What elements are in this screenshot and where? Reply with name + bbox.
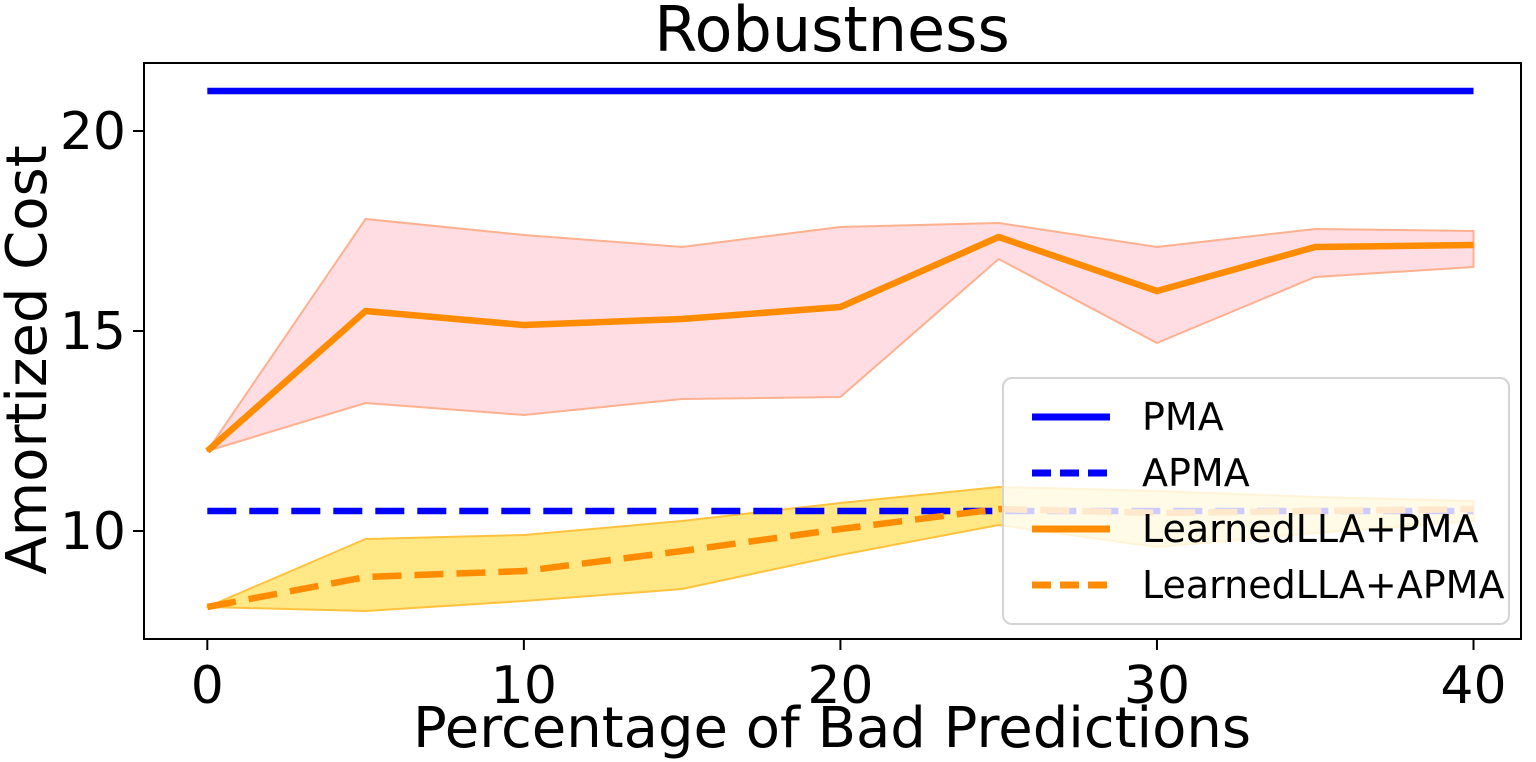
- legend-item-learnedlla-apma: LearnedLLA+APMA: [1030, 566, 1504, 604]
- learnedlla-pma-line-swatch: [1032, 525, 1110, 533]
- y-tick-label: 15: [60, 302, 126, 362]
- apma-line-swatch: [1032, 469, 1110, 477]
- series-line-LearnedLLA+PMA: [205, 233, 1474, 454]
- x-tick-label: 30: [1124, 656, 1190, 716]
- x-tick-label: 40: [1440, 656, 1506, 716]
- y-tick-label: 20: [60, 102, 126, 162]
- x-axis-label: Percentage of Bad Predictions: [413, 696, 1251, 761]
- pma-line-swatch: [1032, 413, 1110, 421]
- legend-label-learnedlla-pma: LearnedLLA+PMA: [1142, 507, 1479, 551]
- y-axis-label: Amortized Cost: [0, 145, 60, 574]
- legend-item-learnedlla-pma: LearnedLLA+PMA: [1030, 510, 1498, 548]
- legend-item-pma: PMA: [1030, 398, 1498, 436]
- learnedlla-apma-line-swatch: [1032, 581, 1110, 589]
- legend-label-pma: PMA: [1142, 395, 1224, 439]
- chart-title: Robustness: [654, 0, 1010, 66]
- y-tick-label: 10: [60, 502, 126, 562]
- x-tick-label: 10: [491, 656, 557, 716]
- axes-box: [143, 62, 1522, 640]
- x-tick-label: 0: [191, 656, 224, 716]
- legend-label-apma: APMA: [1142, 451, 1250, 495]
- legend-item-apma: APMA: [1030, 454, 1498, 492]
- legend-label-learnedlla-apma: LearnedLLA+APMA: [1142, 563, 1505, 607]
- band-LearnedLLA+PMA: [206, 218, 1475, 452]
- legend: PMA APMA LearnedLLA+PMA LearnedLLA+APMA: [1002, 377, 1510, 625]
- x-tick-label: 20: [807, 656, 873, 716]
